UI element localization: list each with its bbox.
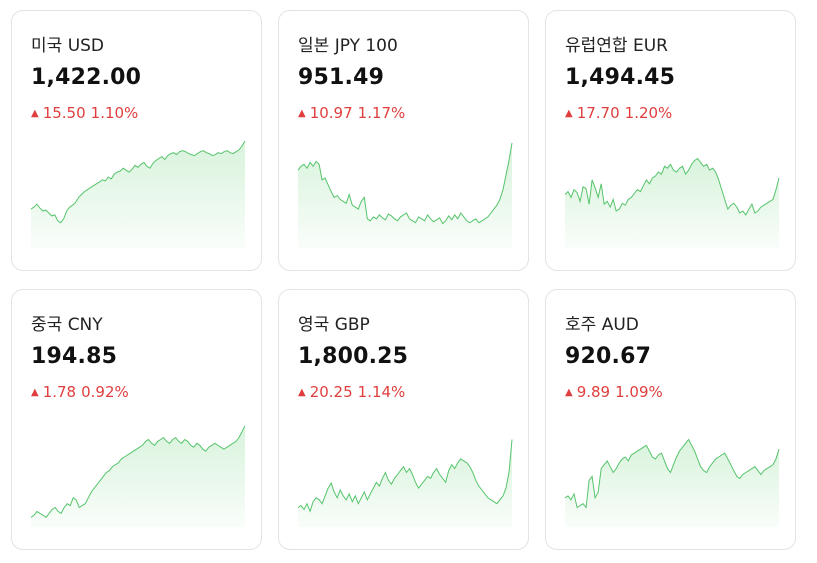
currency-card-usd[interactable]: 미국 USD 1,422.00 ▲ 15.50 1.10%: [11, 10, 262, 271]
change-row: ▲ 10.97 1.17%: [298, 104, 405, 122]
sparkline-area: [31, 141, 245, 248]
sparkline-chart: [564, 157, 780, 248]
sparkline-chart: [297, 142, 513, 248]
change-percent: 1.09%: [615, 383, 663, 401]
up-triangle-icon: ▲: [31, 387, 39, 398]
up-triangle-icon: ▲: [298, 387, 306, 398]
sparkline-chart: [297, 439, 513, 527]
currency-code: JPY 100: [334, 36, 398, 56]
sparkline-area: [565, 439, 779, 527]
currency-title: 유럽연합 EUR: [565, 31, 668, 56]
country-name: 영국: [298, 315, 330, 335]
up-triangle-icon: ▲: [31, 108, 39, 119]
currency-card-eur[interactable]: 유럽연합 EUR 1,494.45 ▲ 17.70 1.20%: [545, 10, 796, 271]
change-percent: 1.20%: [624, 104, 673, 122]
change-amount: 10.97: [309, 104, 353, 122]
country-name: 미국: [31, 36, 63, 56]
up-triangle-icon: ▲: [565, 387, 573, 398]
currency-title: 영국 GBP: [298, 310, 370, 335]
currency-code: GBP: [334, 315, 370, 335]
currency-title: 일본 JPY 100: [298, 31, 398, 56]
sparkline-line: [30, 425, 246, 518]
currency-code: AUD: [601, 315, 639, 335]
country-name: 중국: [31, 315, 63, 335]
sparkline-area: [565, 158, 779, 248]
exchange-rate: 920.67: [565, 344, 652, 369]
country-name: 일본: [298, 36, 330, 56]
change-row: ▲ 1.78 0.92%: [31, 383, 129, 401]
change-percent: 1.10%: [90, 104, 139, 122]
currency-card-gbp[interactable]: 영국 GBP 1,800.25 ▲ 20.25 1.14%: [278, 289, 529, 550]
sparkline-line: [564, 438, 780, 509]
currency-card-jpy[interactable]: 일본 JPY 100 951.49 ▲ 10.97 1.17%: [278, 10, 529, 271]
currency-card-cny[interactable]: 중국 CNY 194.85 ▲ 1.78 0.92%: [11, 289, 262, 550]
change-amount: 17.70: [576, 104, 620, 122]
sparkline-area: [298, 142, 512, 248]
currency-card-aud[interactable]: 호주 AUD 920.67 ▲ 9.89 1.09%: [545, 289, 796, 550]
up-triangle-icon: ▲: [565, 108, 573, 119]
change-row: ▲ 17.70 1.20%: [565, 104, 672, 122]
country-name: 유럽연합: [565, 36, 628, 56]
currency-code: EUR: [632, 36, 668, 56]
country-name: 호주: [565, 315, 597, 335]
change-amount: 1.78: [42, 383, 77, 401]
sparkline-line: [564, 157, 780, 216]
sparkline-line: [297, 142, 513, 225]
change-amount: 15.50: [42, 104, 86, 122]
currency-title: 중국 CNY: [31, 310, 103, 335]
change-percent: 1.17%: [357, 104, 406, 122]
sparkline-line: [297, 439, 513, 513]
change-amount: 9.89: [576, 383, 611, 401]
currency-code: CNY: [67, 315, 103, 335]
exchange-rate: 1,422.00: [31, 65, 142, 90]
sparkline-chart: [30, 425, 246, 527]
change-percent: 0.92%: [81, 383, 129, 401]
currency-title: 미국 USD: [31, 31, 104, 56]
sparkline-chart: [564, 438, 780, 527]
sparkline-area: [298, 439, 512, 527]
sparkline-area: [31, 425, 245, 527]
exchange-rate: 194.85: [31, 344, 118, 369]
exchange-rate: 1,494.45: [565, 65, 676, 90]
up-triangle-icon: ▲: [298, 108, 306, 119]
currency-title: 호주 AUD: [565, 310, 639, 335]
exchange-rate: 951.49: [298, 65, 385, 90]
currency-code: USD: [67, 36, 105, 56]
change-row: ▲ 20.25 1.14%: [298, 383, 405, 401]
change-amount: 20.25: [309, 383, 353, 401]
change-percent: 1.14%: [357, 383, 406, 401]
sparkline-line: [30, 140, 246, 224]
change-row: ▲ 9.89 1.09%: [565, 383, 663, 401]
exchange-rate: 1,800.25: [298, 344, 409, 369]
sparkline-chart: [30, 140, 246, 248]
change-row: ▲ 15.50 1.10%: [31, 104, 138, 122]
